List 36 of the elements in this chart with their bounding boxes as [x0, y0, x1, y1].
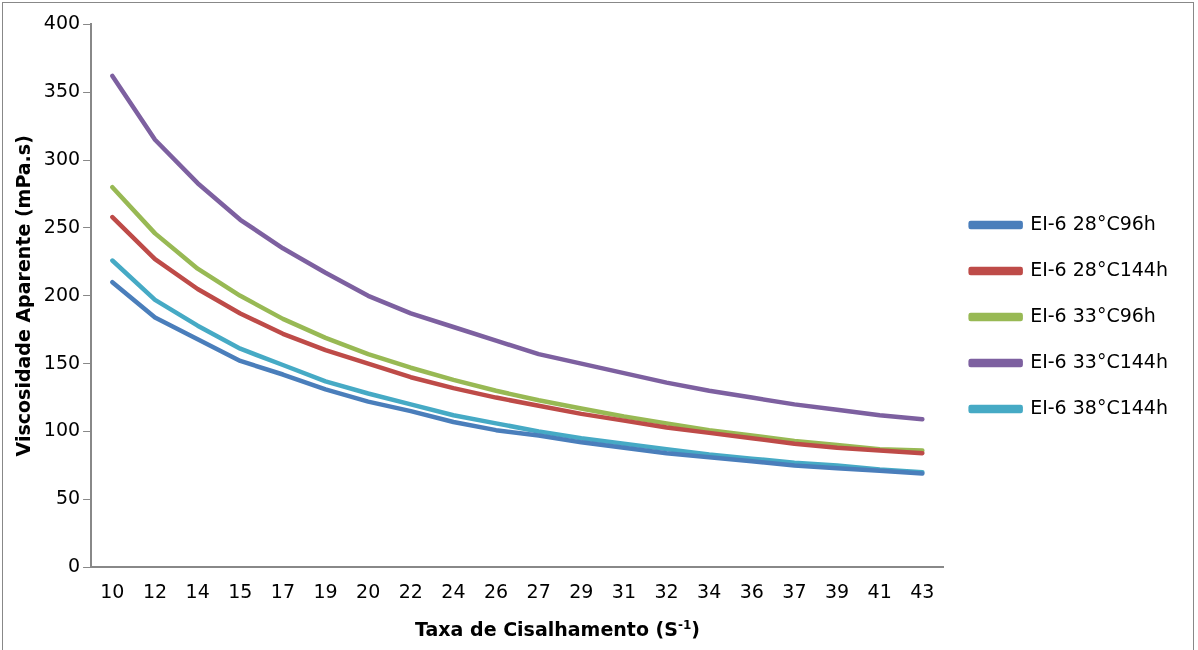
- x-tick-label: 10: [100, 579, 125, 602]
- x-tick-label: 22: [398, 579, 423, 602]
- x-tick-label: 15: [228, 579, 253, 602]
- x-tick-label: 27: [526, 579, 551, 602]
- x-axis-title: Taxa de Cisalhamento (S$^{-1}$): [414, 618, 701, 641]
- y-tick-label: 0: [67, 554, 81, 577]
- x-tick-label: 36: [739, 579, 764, 602]
- x-tick-label: 17: [270, 579, 295, 602]
- x-tick-label: 12: [142, 579, 168, 602]
- x-tick-label: 34: [697, 579, 722, 602]
- legend-label: EI-6 28°C96h: [1030, 211, 1156, 234]
- y-tick-label: 350: [43, 79, 81, 102]
- y-tick-label: 250: [43, 214, 81, 237]
- x-tick-label: 31: [611, 579, 637, 602]
- legend-label: EI-6 38°C144h: [1030, 395, 1168, 418]
- y-tick-label: 50: [55, 486, 81, 509]
- x-tick-label: 37: [782, 579, 807, 602]
- legend-label: EI-6 33°C96h: [1030, 303, 1156, 326]
- x-tick-label: 20: [356, 579, 381, 602]
- y-tick-label: 300: [43, 147, 81, 170]
- x-tick-label: 29: [569, 579, 594, 602]
- y-tick-label: 150: [43, 350, 81, 373]
- y-tick-label: 100: [43, 418, 81, 441]
- x-tick-label: 39: [824, 579, 850, 602]
- x-tick-label: 32: [654, 579, 679, 602]
- x-tick-label: 26: [483, 579, 509, 602]
- y-tick-label: 200: [43, 282, 81, 305]
- x-tick-label: 43: [910, 579, 935, 602]
- legend-label: EI-6 28°C144h: [1030, 257, 1168, 280]
- legend-label: EI-6 33°C144h: [1030, 349, 1168, 372]
- x-tick-label: 14: [185, 579, 210, 602]
- y-tick-label: 400: [43, 11, 81, 34]
- y-axis-title: Viscosidade Aparente (mPa.s): [12, 135, 35, 457]
- x-tick-label: 41: [867, 579, 892, 602]
- x-tick-label: 19: [313, 579, 338, 602]
- x-tick-label: 24: [441, 579, 466, 602]
